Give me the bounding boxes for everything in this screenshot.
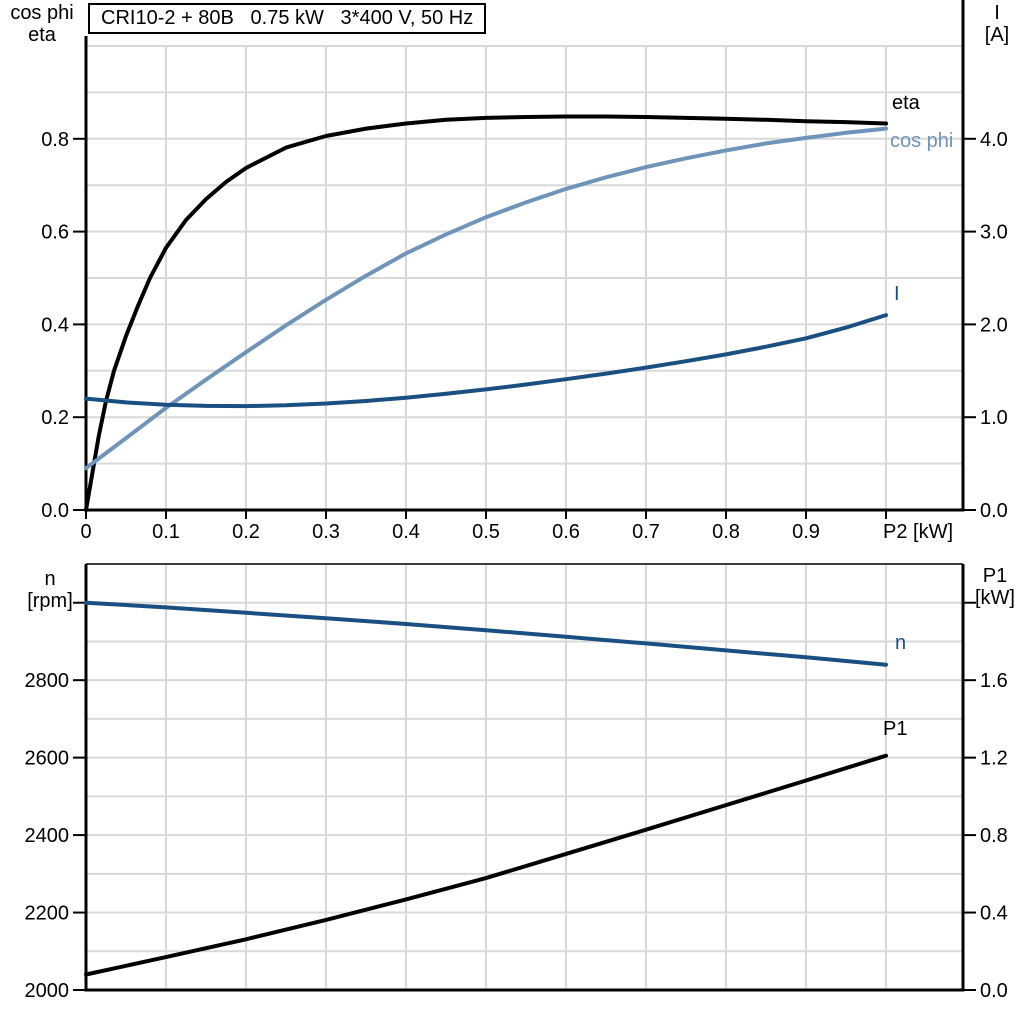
chart-title-box: CRI10-2 + 80B 0.75 kW 3*400 V, 50 Hz bbox=[88, 3, 487, 34]
right-axis-tick-label: 0.0 bbox=[980, 980, 1008, 1002]
left-axis-tick-label: 0.6 bbox=[41, 222, 69, 244]
x-axis-tick-label: 0.8 bbox=[712, 521, 740, 543]
left-axis-tick-label: 2800 bbox=[25, 670, 70, 692]
left-axis-tick-label: 0.2 bbox=[41, 407, 69, 429]
bottom-right-axis-title: P1 [kW] bbox=[966, 565, 1024, 609]
axis-title-line: cos phi bbox=[10, 2, 74, 24]
left-axis-tick-label: 2200 bbox=[25, 903, 70, 925]
right-axis-tick-label: 1.6 bbox=[980, 670, 1008, 692]
x-axis-tick-label: 0.5 bbox=[472, 521, 500, 543]
axis-title-line: [kW] bbox=[975, 587, 1015, 609]
x-axis-unit-label: P2 [kW] bbox=[883, 521, 953, 543]
right-axis-tick-label: 2.0 bbox=[980, 314, 1008, 336]
top-right-axis-title: I [A] bbox=[972, 2, 1022, 46]
curve-eta bbox=[84, 114, 888, 512]
left-axis-tick-label: 2400 bbox=[25, 825, 70, 847]
axis-title-line: [rpm] bbox=[27, 590, 73, 612]
left-axis-tick-label: 0.0 bbox=[41, 500, 69, 522]
x-axis-tick-label: 0.3 bbox=[312, 521, 340, 543]
left-axis-tick-label: 0.4 bbox=[41, 314, 69, 336]
left-axis-tick-label: 2000 bbox=[25, 980, 70, 1002]
axis-title-line: [A] bbox=[984, 24, 1010, 46]
left-axis-tick-label: 2600 bbox=[25, 748, 70, 770]
axis-title-line: n bbox=[44, 568, 56, 590]
right-axis-tick-label: 1.0 bbox=[980, 407, 1008, 429]
axis-title-line: eta bbox=[28, 24, 56, 46]
input-power-curve-label: P1 bbox=[883, 718, 908, 740]
x-axis-tick-label: 0.1 bbox=[152, 521, 180, 543]
right-axis-tick-label: 3.0 bbox=[980, 222, 1008, 244]
x-axis-tick-label: 0.2 bbox=[232, 521, 260, 543]
right-axis-tick-label: 4.0 bbox=[980, 129, 1008, 151]
chart-title-text: CRI10-2 + 80B 0.75 kW 3*400 V, 50 Hz bbox=[101, 7, 474, 29]
top-left-axis-title: cos phi eta bbox=[2, 2, 82, 46]
curve-p1 bbox=[84, 753, 888, 977]
right-axis-tick-label: 1.2 bbox=[980, 748, 1008, 770]
x-axis-tick-label: 0 bbox=[80, 521, 91, 543]
current-curve-label: I bbox=[894, 283, 900, 305]
x-axis-tick-label: 0.4 bbox=[392, 521, 420, 543]
x-axis-tick-label: 0.7 bbox=[632, 521, 660, 543]
x-axis-tick-label: 0.9 bbox=[792, 521, 820, 543]
axis-title-line: P1 bbox=[982, 565, 1008, 587]
right-axis-tick-label: 0.4 bbox=[980, 903, 1008, 925]
bottom-left-axis-title: n [rpm] bbox=[16, 568, 84, 612]
axis-title-line: I bbox=[994, 2, 1000, 24]
left-axis-tick-label: 0.8 bbox=[41, 129, 69, 151]
cos-phi-curve-label: cos phi bbox=[890, 130, 954, 152]
x-axis-tick-label: 0.6 bbox=[552, 521, 580, 543]
right-axis-tick-label: 0.0 bbox=[980, 500, 1008, 522]
speed-curve-label: n bbox=[895, 632, 907, 654]
right-axis-tick-label: 0.8 bbox=[980, 825, 1008, 847]
curve-cos-phi bbox=[84, 126, 888, 471]
eta-curve-label: eta bbox=[892, 92, 920, 114]
curve-n bbox=[84, 600, 888, 667]
curve-i bbox=[84, 313, 888, 409]
